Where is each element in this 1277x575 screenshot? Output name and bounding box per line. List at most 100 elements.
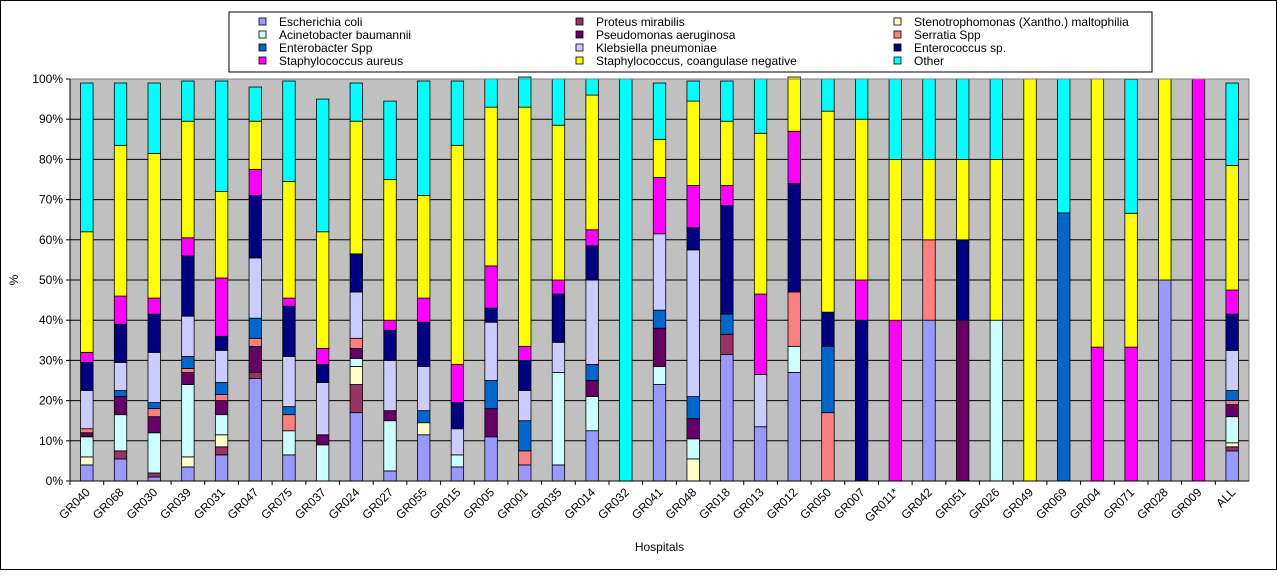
bar-segment: [181, 384, 195, 458]
bar-segment: [518, 450, 532, 466]
bar-segment: [1090, 346, 1105, 482]
bar-segment: [349, 347, 363, 359]
bar-segment: [147, 402, 161, 410]
bar-segment: [113, 396, 128, 416]
bar-segment: [181, 255, 195, 317]
legend-label: Enterobacter Spp: [279, 41, 373, 55]
bar-segment: [214, 191, 229, 279]
bar-segment: [80, 456, 94, 466]
bar-segment: [484, 380, 498, 410]
y-axis-title: %: [7, 274, 21, 285]
bar-segment: [518, 420, 532, 452]
bar-segment: [214, 335, 229, 351]
bar-segment: [248, 86, 262, 122]
bar-segment: [720, 353, 734, 482]
bar-segment: [686, 396, 700, 420]
bar-segment: [316, 98, 330, 233]
bar-segment: [854, 118, 869, 281]
bar-segment: [787, 291, 801, 347]
bar-segment: [417, 195, 431, 299]
bar-segment: [551, 124, 566, 281]
bar-segment: [113, 323, 128, 363]
bar-segment: [113, 82, 128, 146]
bar-segment: [484, 265, 498, 309]
bar-segment: [113, 144, 128, 297]
bar-segment: [686, 418, 700, 440]
bar-segment: [181, 456, 195, 468]
bar-segment: [349, 357, 363, 367]
bar-segment: [147, 351, 161, 404]
y-tick-label: 60%: [39, 233, 63, 247]
y-tick-label: 80%: [39, 152, 63, 166]
bar-segment: [316, 231, 330, 349]
bar-segment: [80, 464, 94, 482]
bar-segment: [484, 78, 498, 108]
bar-segment: [720, 120, 734, 186]
bar-segment: [922, 319, 936, 482]
bar-segment: [282, 414, 296, 432]
bar-segment: [1191, 78, 1206, 482]
bar-segment: [181, 466, 195, 482]
bar-segment: [686, 227, 700, 251]
bar-segment: [888, 78, 902, 160]
bar-segment: [1124, 212, 1138, 348]
bar-segment: [686, 438, 700, 460]
bar-segment: [181, 372, 195, 385]
legend-label: Enterococcus sp.: [914, 41, 1006, 55]
bar-segment: [989, 158, 1003, 321]
bar-segment: [1225, 82, 1239, 166]
bar-segment: [956, 78, 970, 160]
bar-segment: [248, 317, 262, 339]
bar-segment: [147, 472, 161, 478]
bar-segment: [1225, 404, 1239, 418]
bar-segment: [417, 434, 431, 482]
bar-segment: [956, 239, 970, 321]
bar-segment: [1124, 79, 1138, 214]
bar-segment: [652, 177, 667, 235]
bar-segment: [821, 412, 835, 482]
bar-segment: [147, 416, 161, 434]
bar-segment: [282, 454, 296, 482]
bar-segment: [551, 341, 566, 373]
bar-segment: [585, 229, 599, 247]
bar-segment: [248, 257, 262, 319]
bar-segment: [1225, 390, 1239, 401]
bar-segment: [551, 293, 566, 343]
bar-segment: [1225, 416, 1239, 444]
bar-segment: [1158, 279, 1172, 482]
plot-area: 0%10%20%30%40%50%60%70%80%90%100%GR040GR…: [32, 72, 1250, 525]
bar-segment: [316, 444, 330, 482]
bar-segment: [888, 158, 902, 321]
bar-segment: [248, 378, 262, 482]
bar-segment: [383, 319, 397, 331]
legend-label: Klebsiella pneumoniae: [596, 41, 717, 55]
bar-segment: [551, 464, 566, 482]
bar-segment: [450, 466, 465, 482]
bar-segment: [585, 94, 599, 231]
legend-label: Other: [914, 54, 944, 68]
bar-segment: [417, 297, 431, 323]
y-tick-label: 40%: [39, 313, 63, 327]
bar-segment: [518, 76, 532, 108]
legend-label: Acinetobacter baumannii: [279, 28, 411, 42]
bar-segment: [652, 233, 667, 311]
bar-segment: [787, 130, 801, 184]
bar-segment: [686, 100, 700, 186]
bar-segment: [652, 309, 667, 329]
bar-segment: [1225, 165, 1239, 291]
bar-segment: [282, 297, 296, 307]
bar-segment: [1225, 289, 1239, 315]
legend-label: Serratia Spp: [914, 28, 981, 42]
bar-segment: [282, 355, 296, 408]
bar-segment: [1225, 446, 1239, 452]
bar-segment: [181, 315, 195, 357]
y-tick-label: 10%: [39, 434, 63, 448]
bar-segment: [80, 428, 94, 434]
bar-segment: [956, 319, 970, 482]
bar-segment: [652, 327, 667, 367]
y-tick-label: 90%: [39, 112, 63, 126]
bar-segment: [686, 80, 700, 102]
bar-segment: [922, 239, 936, 321]
bar-segment: [821, 78, 835, 112]
legend: Escherichia coli Proteus mirabilis Stenotr…: [228, 11, 1153, 73]
